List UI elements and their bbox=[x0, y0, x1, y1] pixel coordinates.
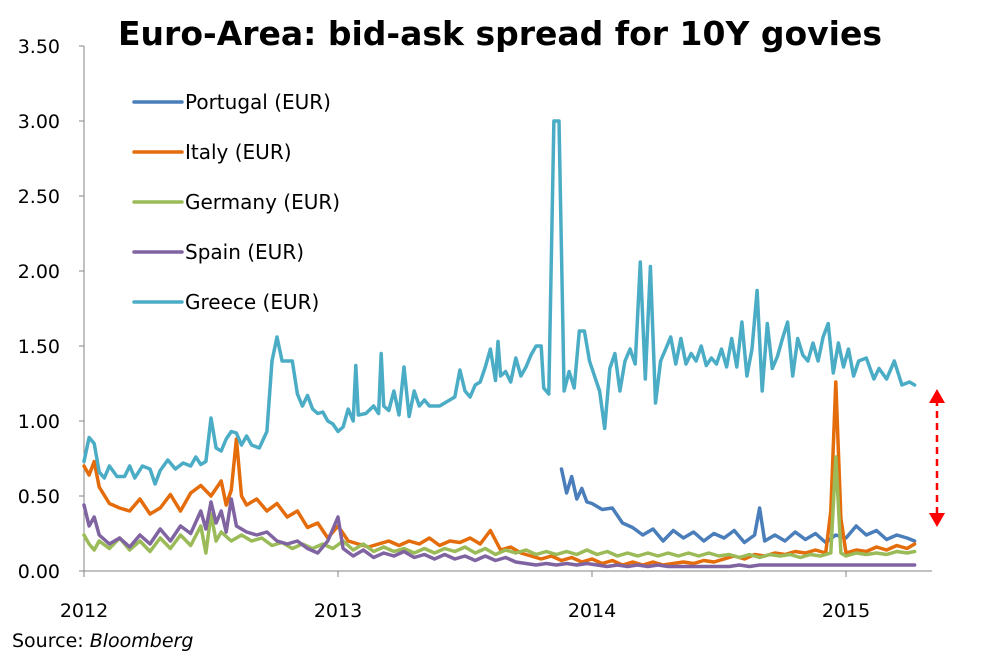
y-tick-label: 0.00 bbox=[18, 561, 60, 583]
chart-title: Euro-Area: bid-ask spread for 10Y govies bbox=[118, 14, 882, 53]
series-layer bbox=[82, 119, 917, 569]
x-tick-label: 2015 bbox=[822, 600, 870, 622]
y-tick-label: 2.50 bbox=[18, 186, 60, 208]
legend-label-portugal-eur: Portugal (EUR) bbox=[185, 90, 331, 114]
y-tick-label: 2.00 bbox=[18, 261, 60, 283]
x-tick-label: 2013 bbox=[314, 600, 362, 622]
axes: 0.00 0.50 1.00 1.50 2.00 2.50 3.00 3.50 2012 2013… bbox=[18, 36, 932, 622]
y-tick-label: 0.50 bbox=[18, 486, 60, 508]
series-line-portugal-eur bbox=[559, 467, 917, 545]
series-line-spain-eur bbox=[82, 497, 917, 569]
y-tick-label: 3.00 bbox=[18, 111, 60, 133]
spread-arrow-annotation bbox=[929, 389, 945, 527]
y-tick-label: 3.50 bbox=[18, 36, 60, 58]
legend-label-spain-eur: Spain (EUR) bbox=[185, 240, 304, 264]
x-tick-label: 2012 bbox=[60, 600, 108, 622]
y-tick-label: 1.50 bbox=[18, 336, 60, 358]
arrow-head-up bbox=[929, 389, 945, 403]
y-tick-label: 1.00 bbox=[18, 411, 60, 433]
series-line-greece-eur bbox=[82, 119, 917, 486]
legend-label-germany-eur: Germany (EUR) bbox=[185, 190, 340, 214]
series-line-germany-eur bbox=[82, 455, 917, 560]
legend: Portugal (EUR) Italy (EUR) Germany (EUR) Sp… bbox=[132, 90, 340, 314]
source-name: Bloomberg bbox=[89, 630, 194, 652]
legend-label-greece-eur: Greece (EUR) bbox=[185, 290, 319, 314]
source-label: Source: bbox=[12, 630, 90, 652]
arrow-head-down bbox=[929, 513, 945, 527]
x-tick-label: 2014 bbox=[568, 600, 616, 622]
legend-label-italy-eur: Italy (EUR) bbox=[185, 140, 292, 164]
source-note: Source: Bloomberg bbox=[12, 630, 193, 652]
